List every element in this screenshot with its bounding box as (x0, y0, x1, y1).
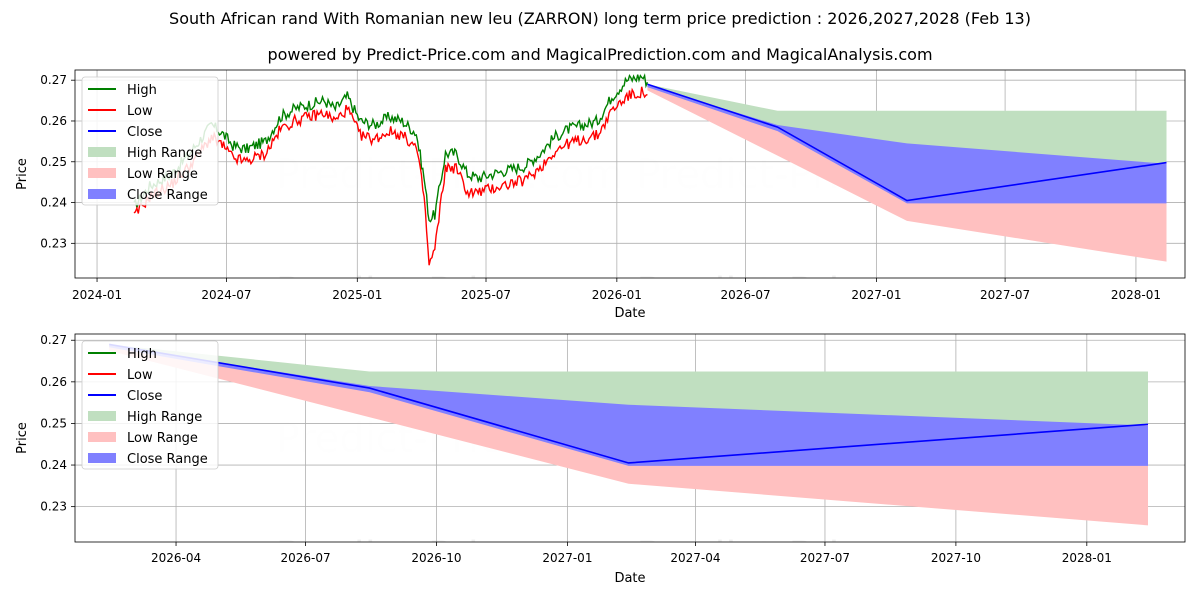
x-tick-label: 2024-07 (201, 288, 251, 302)
plot-frame (74, 69, 1186, 279)
x-tick-label: 2026-10 (411, 551, 461, 565)
high-line (133, 73, 649, 223)
legend-label: Low Range (127, 167, 198, 182)
x-tick-label: 2026-04 (151, 551, 201, 565)
x-tick-label: 2024-01 (72, 288, 122, 302)
x-axis-label: Date (614, 571, 645, 586)
legend-label: High Range (127, 146, 202, 161)
legend-patch-swatch (88, 189, 116, 199)
legend-patch-swatch (88, 168, 116, 178)
chart-title: South African rand With Romanian new leu… (169, 9, 1031, 28)
legend-label: Low Range (127, 431, 198, 446)
y-tick-label: 0.27 (40, 73, 67, 87)
y-tick-label: 0.23 (40, 236, 67, 250)
plot-frame (74, 333, 1186, 543)
legend-label: Close Range (127, 452, 208, 467)
x-tick-label: 2025-07 (461, 288, 511, 302)
x-tick-label: 2027-01 (851, 288, 901, 302)
close-range-band (647, 85, 1167, 204)
y-tick-label: 0.24 (40, 458, 67, 472)
x-axis-label: Date (614, 306, 645, 321)
y-tick-label: 0.25 (40, 155, 67, 169)
chart-panel-zoomed-forecast: Predict-Price.com Predict-Price.comPredi… (15, 333, 1186, 586)
x-tick-label: 2027-01 (542, 551, 592, 565)
legend-patch-swatch (88, 432, 116, 442)
x-tick-label: 2027-07 (980, 288, 1030, 302)
x-tick-label: 2027-10 (931, 551, 981, 565)
y-axis-label: Price (15, 158, 30, 190)
y-axis-label: Price (15, 422, 30, 454)
close-range-band (109, 345, 1149, 466)
y-tick-label: 0.23 (40, 500, 67, 514)
x-tick-label: 2027-07 (800, 551, 850, 565)
legend-label: High Range (127, 410, 202, 425)
x-tick-label: 2026-07 (720, 288, 770, 302)
legend-patch-swatch (88, 147, 116, 157)
legend-label: Close (127, 125, 162, 140)
x-tick-label: 2025-01 (332, 288, 382, 302)
legend-patch-swatch (88, 453, 116, 463)
legend-label: Close Range (127, 188, 208, 203)
chart-panel-long-term: Predict-Price.com Predict-Price.comPredi… (15, 69, 1186, 321)
x-tick-label: 2026-07 (280, 551, 330, 565)
x-tick-label: 2027-04 (670, 551, 720, 565)
close-line (647, 83, 1167, 202)
y-tick-label: 0.24 (40, 196, 67, 210)
y-tick-label: 0.26 (40, 375, 67, 389)
legend-label: Low (127, 368, 153, 383)
y-tick-label: 0.26 (40, 114, 67, 128)
x-tick-label: 2028-01 (1111, 288, 1161, 302)
y-tick-label: 0.25 (40, 416, 67, 430)
watermark: Predict-Price.com Predict-Price.com (276, 534, 985, 580)
close-line (109, 343, 1149, 464)
x-tick-label: 2026-01 (592, 288, 642, 302)
plot-area (133, 73, 1167, 266)
x-tick-label: 2028-01 (1062, 551, 1112, 565)
legend-label: High (127, 83, 157, 98)
legend-label: Close (127, 389, 162, 404)
legend-label: Low (127, 104, 153, 119)
legend-label: High (127, 347, 157, 362)
legend-patch-swatch (88, 411, 116, 421)
y-tick-label: 0.27 (40, 333, 67, 347)
low-line (133, 86, 648, 266)
plot-area (109, 343, 1149, 526)
watermark: Predict-Price.com Predict-Price.com (276, 270, 985, 316)
chart-subtitle: powered by Predict-Price.com and Magical… (267, 45, 933, 64)
